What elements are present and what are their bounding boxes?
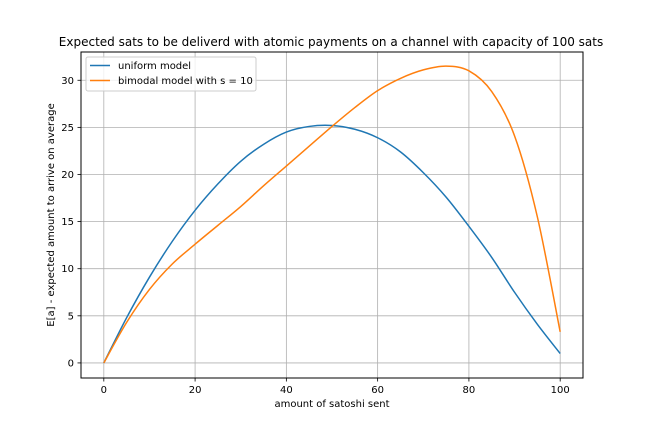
x-tick-label: 100 xyxy=(551,385,570,396)
x-axis-label: amount of satoshi sent xyxy=(274,399,389,410)
y-axis-label: E[a] - expected amount to arrive on aver… xyxy=(46,103,57,326)
x-tick-label: 0 xyxy=(101,385,107,396)
series-line-1 xyxy=(103,65,561,364)
y-axis-ticks: 0 5 10 15 20 25 30 xyxy=(61,76,81,369)
y-tick-label: 15 xyxy=(61,217,74,228)
series-line-0 xyxy=(103,124,561,364)
chart-title: Expected sats to be deliverd with atomic… xyxy=(59,35,603,49)
x-tick-label: 80 xyxy=(463,385,476,396)
legend-label: bimodal model with s = 10 xyxy=(118,76,253,87)
y-tick-label: 10 xyxy=(61,264,74,275)
series-lines xyxy=(103,65,561,364)
y-tick-label: 30 xyxy=(61,76,74,87)
y-tick-label: 5 xyxy=(68,311,74,322)
x-tick-label: 40 xyxy=(280,385,293,396)
y-tick-label: 20 xyxy=(61,170,74,181)
legend-box xyxy=(85,56,257,92)
y-tick-label: 25 xyxy=(61,123,74,134)
grid-lines xyxy=(81,52,583,378)
x-axis-ticks: 0 20 40 60 80 100 xyxy=(101,378,570,396)
x-tick-label: 20 xyxy=(189,385,202,396)
x-tick-label: 60 xyxy=(371,385,384,396)
legend: uniform model bimodal model with s = 10 xyxy=(85,56,257,92)
plot-frame xyxy=(80,51,584,379)
legend-label: uniform model xyxy=(118,61,191,72)
y-tick-label: 0 xyxy=(68,358,74,369)
